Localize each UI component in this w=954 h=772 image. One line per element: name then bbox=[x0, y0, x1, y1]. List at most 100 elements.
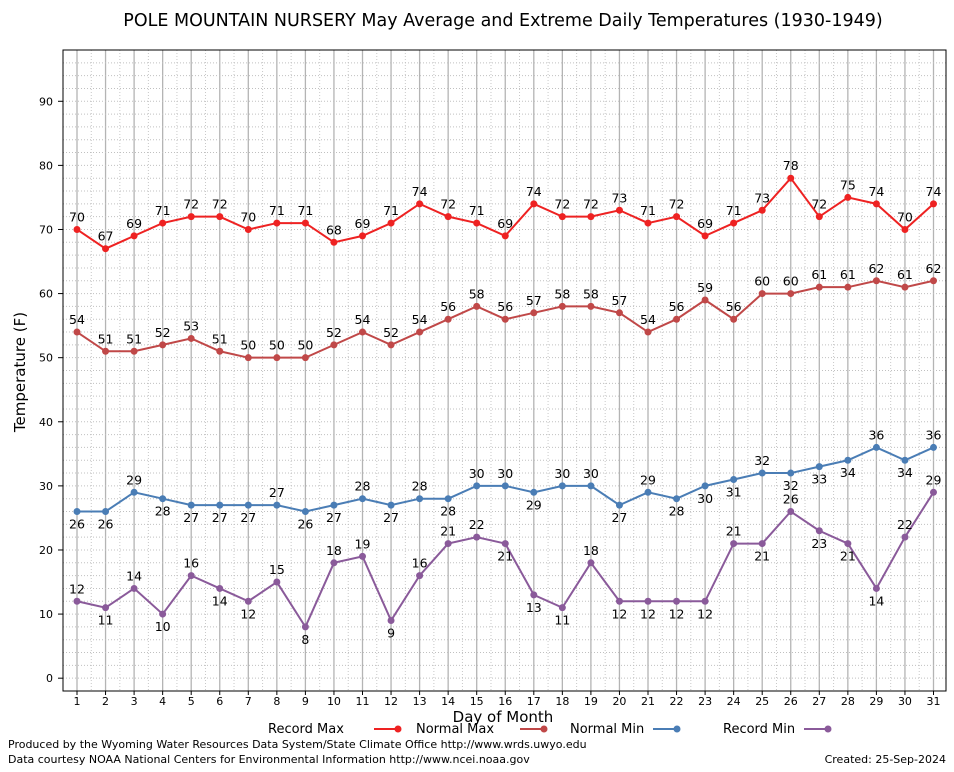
record-max-point bbox=[273, 219, 281, 227]
record-min-data-label: 14 bbox=[126, 568, 142, 583]
record-max-point bbox=[901, 225, 909, 233]
record-min-point bbox=[815, 527, 823, 535]
record-max-data-label: 72 bbox=[583, 197, 599, 212]
normal-max-data-label: 56 bbox=[497, 299, 513, 314]
y-tick-label: 0 bbox=[46, 672, 53, 685]
x-tick-label: 26 bbox=[784, 695, 798, 708]
footer-produced-by: Produced by the Wyoming Water Resources … bbox=[8, 738, 587, 751]
grid bbox=[63, 49, 946, 692]
normal-min-point bbox=[673, 495, 681, 503]
normal-max-data-label: 58 bbox=[554, 286, 570, 301]
x-tick-label: 29 bbox=[869, 695, 883, 708]
record-max-point bbox=[815, 213, 823, 221]
record-min-point bbox=[701, 597, 709, 605]
record-max-data-label: 74 bbox=[526, 184, 542, 199]
normal-min-data-label: 31 bbox=[726, 484, 742, 499]
record-min-data-label: 16 bbox=[412, 556, 428, 571]
record-min-data-label: 14 bbox=[868, 593, 884, 608]
normal-min-data-label: 34 bbox=[840, 465, 856, 480]
record-min-data-label: 29 bbox=[926, 472, 942, 487]
normal-min-data-label: 32 bbox=[754, 453, 770, 468]
normal-min-data-label: 26 bbox=[297, 517, 313, 532]
record-max-data-label: 69 bbox=[126, 216, 142, 231]
x-tick-label: 9 bbox=[302, 695, 309, 708]
x-tick-label: 8 bbox=[273, 695, 280, 708]
record-max-data-label: 71 bbox=[155, 203, 171, 218]
record-min-data-label: 21 bbox=[840, 549, 856, 564]
record-max-point bbox=[587, 213, 595, 221]
normal-min-point bbox=[758, 469, 766, 477]
normal-max-data-label: 57 bbox=[526, 293, 542, 308]
x-tick-label: 31 bbox=[927, 695, 941, 708]
normal-min-point bbox=[730, 475, 738, 483]
normal-max-data-label: 52 bbox=[155, 325, 171, 340]
y-tick-label: 90 bbox=[39, 95, 53, 108]
normal-max-point bbox=[387, 341, 395, 349]
y-tick-label: 60 bbox=[39, 288, 53, 301]
x-tick-label: 16 bbox=[498, 695, 512, 708]
normal-min-point bbox=[644, 488, 652, 496]
record-max-data-label: 75 bbox=[840, 177, 856, 192]
normal-max-data-label: 50 bbox=[269, 338, 285, 353]
record-max-data-label: 74 bbox=[868, 184, 884, 199]
normal-max-point bbox=[330, 341, 338, 349]
record-min-data-label: 12 bbox=[640, 606, 656, 621]
x-tick-label: 24 bbox=[727, 695, 741, 708]
x-tick-label: 1 bbox=[74, 695, 81, 708]
normal-min-data-label: 27 bbox=[212, 510, 228, 525]
record-min-point bbox=[444, 540, 452, 548]
x-tick-label: 6 bbox=[216, 695, 223, 708]
normal-max-point bbox=[730, 315, 738, 323]
record-min-point bbox=[359, 552, 366, 560]
normal-max-data-label: 50 bbox=[297, 338, 313, 353]
normal-min-point bbox=[501, 482, 509, 490]
normal-max-data-label: 54 bbox=[69, 312, 85, 327]
record-max-data-label: 71 bbox=[269, 203, 285, 218]
x-tick-label: 2 bbox=[102, 695, 109, 708]
record-min-point bbox=[730, 540, 738, 548]
normal-min-point bbox=[244, 501, 252, 509]
record-max-data-label: 71 bbox=[297, 203, 313, 218]
x-tick-label: 22 bbox=[670, 695, 684, 708]
record-max-data-label: 78 bbox=[783, 158, 799, 173]
normal-max-point bbox=[416, 328, 424, 336]
x-tick-label: 21 bbox=[641, 695, 655, 708]
normal-min-point bbox=[930, 443, 937, 451]
record-min-point bbox=[587, 559, 595, 567]
record-max-point bbox=[930, 200, 937, 208]
record-max-data-label: 70 bbox=[69, 209, 85, 224]
normal-max-point bbox=[159, 341, 167, 349]
record-min-data-label: 13 bbox=[526, 600, 542, 615]
normal-max-data-label: 51 bbox=[212, 331, 228, 346]
normal-min-point bbox=[530, 488, 538, 496]
normal-max-data-label: 51 bbox=[126, 331, 142, 346]
record-max-point bbox=[872, 200, 880, 208]
legend-marker-normal-min bbox=[673, 725, 681, 733]
record-max-data-label: 69 bbox=[697, 216, 713, 231]
record-max-point bbox=[787, 174, 795, 182]
record-min-point bbox=[216, 584, 224, 592]
normal-max-point bbox=[587, 302, 595, 310]
record-min-point bbox=[758, 540, 766, 548]
normal-max-point bbox=[501, 315, 509, 323]
record-min-data-label: 16 bbox=[183, 556, 199, 571]
normal-max-data-label: 56 bbox=[726, 299, 742, 314]
normal-max-data-label: 60 bbox=[783, 274, 799, 289]
normal-min-point bbox=[872, 443, 880, 451]
normal-min-point bbox=[187, 501, 195, 509]
normal-max-data-label: 56 bbox=[440, 299, 456, 314]
record-min-data-label: 21 bbox=[497, 549, 513, 564]
x-tick-label: 15 bbox=[470, 695, 484, 708]
normal-max-point bbox=[102, 347, 110, 355]
y-tick-label: 80 bbox=[39, 159, 53, 172]
y-tick-label: 20 bbox=[39, 544, 53, 557]
normal-max-point bbox=[701, 296, 709, 304]
normal-min-point bbox=[130, 488, 138, 496]
record-min-point bbox=[530, 591, 538, 599]
record-min-data-label: 9 bbox=[387, 625, 395, 640]
normal-min-data-label: 28 bbox=[355, 479, 371, 494]
record-min-point bbox=[73, 597, 81, 605]
x-tick-label: 25 bbox=[755, 695, 769, 708]
normal-max-data-label: 58 bbox=[469, 286, 485, 301]
